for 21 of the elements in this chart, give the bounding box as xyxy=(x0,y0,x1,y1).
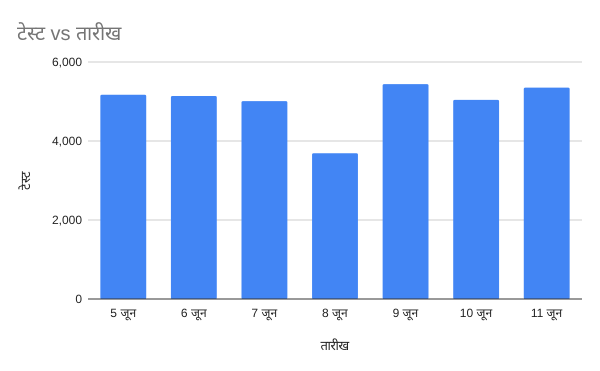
x-axis-title: तारीख xyxy=(320,338,350,353)
y-tick-label: 4,000 xyxy=(52,134,82,148)
bar xyxy=(312,153,358,299)
chart-title: टेस्ट vs तारीख xyxy=(17,22,122,45)
x-tick-label: 10 जून xyxy=(460,306,492,321)
bar xyxy=(241,101,288,299)
x-tick-label: 9 जून xyxy=(392,306,419,321)
y-tick-label: 6,000 xyxy=(52,55,82,69)
bar xyxy=(100,94,146,299)
x-tick-label: 11 जून xyxy=(530,306,563,321)
y-tick-label: 0 xyxy=(75,292,82,306)
x-tick-label: 6 जून xyxy=(180,306,207,321)
x-tick-label: 8 जून xyxy=(322,306,348,321)
bar xyxy=(453,100,500,299)
x-tick-label: 7 जून xyxy=(251,306,278,321)
y-tick-label: 2,000 xyxy=(52,213,82,227)
bar xyxy=(524,88,570,299)
bar xyxy=(170,96,217,299)
bar xyxy=(382,84,429,299)
y-axis-title: टेस्ट xyxy=(18,171,33,190)
x-tick-label: 5 जून xyxy=(110,306,136,321)
